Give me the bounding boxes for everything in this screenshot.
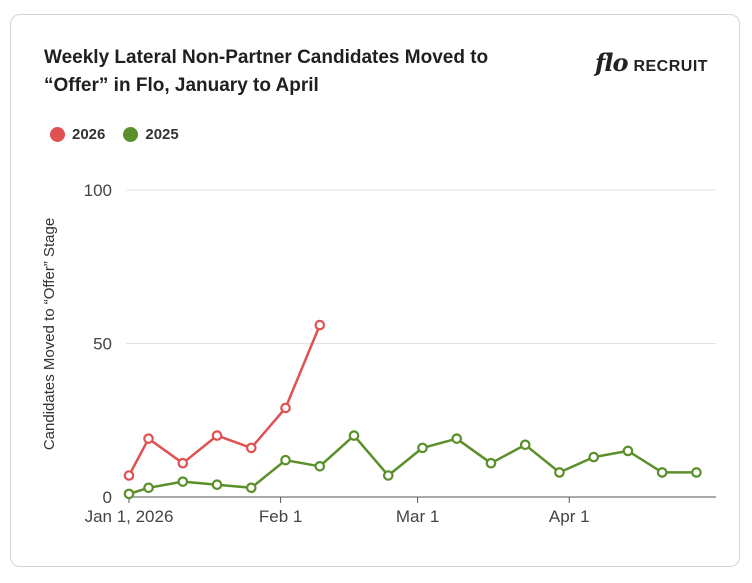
data-point-2026[interactable] [143,433,154,444]
data-point-2026[interactable] [245,442,257,454]
data-point-2025[interactable] [691,467,702,478]
data-point-2025[interactable] [348,430,360,441]
data-point-2026[interactable] [211,430,223,441]
x-tick-label: Jan 1, 2026 [85,507,174,526]
data-point-2025[interactable] [588,451,600,463]
data-point-2025[interactable] [211,479,223,491]
y-tick-label: 0 [103,488,112,507]
data-point-2025[interactable] [417,442,428,454]
y-axis-ticks: 0 50 100 [84,181,112,507]
data-point-2025[interactable] [143,482,154,494]
legend-swatch-2025 [123,127,139,142]
y-tick-label: 100 [84,181,112,200]
x-tick-label: Feb 1 [259,507,302,526]
chart-legend: 2026 2025 [50,126,179,143]
data-point-2025[interactable] [485,457,497,469]
series-line-2026 [127,324,321,477]
legend-item-2026[interactable]: 2026 [50,126,105,143]
x-axis-ticks: Jan 1, 2026 Feb 1 Mar 1 Apr 1 [85,497,590,526]
data-point-2025[interactable] [280,454,291,466]
legend-swatch-2026 [50,127,65,142]
data-point-2025[interactable] [451,433,463,444]
data-point-2025[interactable] [519,439,531,451]
data-point-2025[interactable] [554,467,565,478]
data-point-2025[interactable] [123,488,135,500]
data-point-2026[interactable] [314,319,326,331]
data-point-2025[interactable] [656,467,668,478]
grid-lines [126,189,716,498]
data-point-2025[interactable] [314,460,326,472]
data-point-2025[interactable] [382,470,394,481]
series-line-2025 [128,434,697,496]
legend-label-2026: 2026 [72,126,106,143]
legend-label-2025: 2025 [145,126,179,143]
logo-word: RECRUIT [633,58,709,75]
legend-item-2025[interactable]: 2025 [123,126,179,143]
data-point-2025[interactable] [622,445,634,457]
series-group [123,319,702,500]
y-axis-label: Candidates Moved to “Offer” Stage [41,218,58,450]
data-point-2026[interactable] [123,470,135,481]
y-tick-label: 50 [93,335,112,354]
data-point-2025[interactable] [177,476,189,487]
series-2025 [123,430,702,500]
flo-recruit-logo: flo RECRUIT [595,48,708,78]
data-point-2025[interactable] [245,482,257,494]
data-point-2026[interactable] [280,402,291,414]
logo-mark: flo [595,48,628,77]
series-2026 [123,319,326,481]
x-tick-label: Mar 1 [396,507,439,526]
data-point-2026[interactable] [177,457,189,469]
chart-title: Weekly Lateral Non-Partner Candidates Mo… [44,47,489,96]
x-tick-label: Apr 1 [549,507,590,526]
